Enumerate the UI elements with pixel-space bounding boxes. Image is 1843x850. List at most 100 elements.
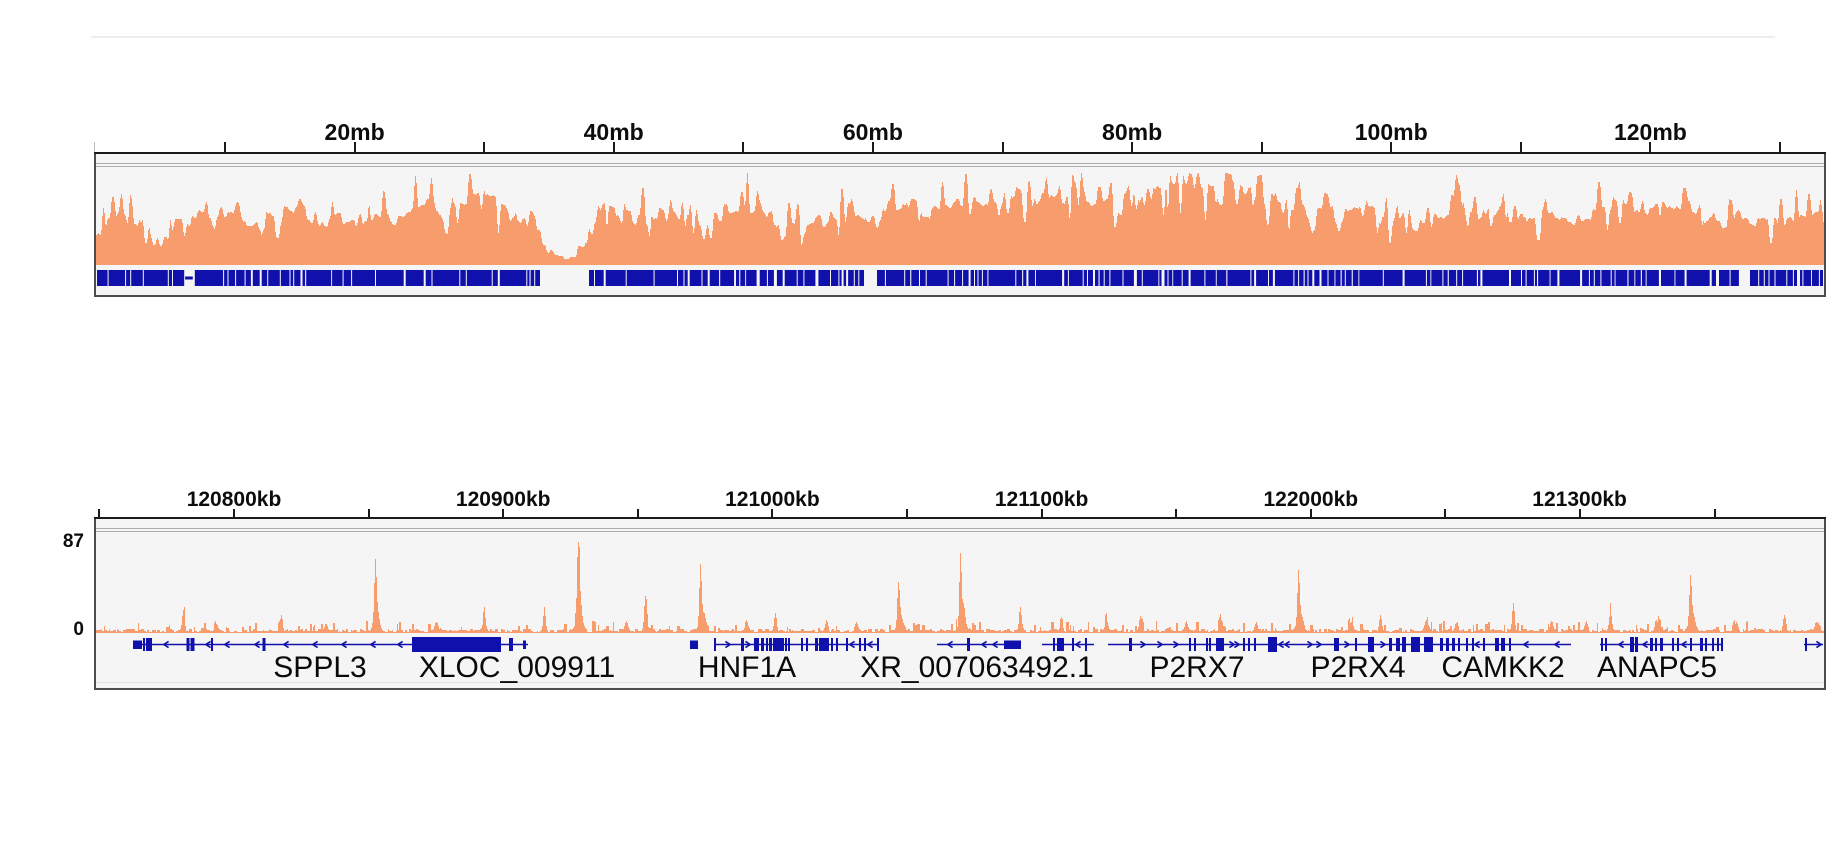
gene-density-segment — [767, 270, 774, 286]
gene-exon — [1655, 638, 1657, 651]
gene-density-segment — [1159, 270, 1162, 286]
gene-exon — [186, 638, 190, 651]
gene-exon — [1004, 640, 1021, 649]
detail-ruler-label-121300kb: 121300kb — [1532, 488, 1627, 511]
gene-density-segment — [1099, 270, 1104, 286]
gene-density-segment — [1294, 270, 1299, 286]
gene-density-segment — [1534, 270, 1537, 286]
gene-density-segment — [1775, 270, 1787, 286]
detail-ruler-tick — [98, 509, 101, 517]
gene-exon — [1605, 638, 1607, 651]
overview-ruler-tick — [224, 142, 226, 152]
detail-ruler-label-122000kb: 122000kb — [1263, 488, 1359, 511]
gene-density-segment — [261, 270, 268, 286]
gene-density-segment — [702, 270, 708, 286]
overview-ruler-label-120mb: 120mb — [1613, 119, 1687, 145]
detail-panel[interactable]: SPPL3 XLOC_009911 HNF1A XR_007063492.1 P2RX7… — [94, 519, 1826, 690]
overview-panel[interactable] — [94, 154, 1826, 297]
gene-exon — [1700, 638, 1703, 651]
gene-exon — [133, 640, 142, 649]
gene-exon — [1424, 637, 1433, 652]
gene-density-segment — [1328, 270, 1335, 286]
gene-strand-arrow — [991, 640, 999, 649]
gene-density-segment — [1359, 270, 1383, 286]
gene-exon — [769, 638, 772, 651]
gene-intron-line — [1400, 643, 1571, 646]
gene-exon — [1222, 638, 1224, 651]
gene-strand-arrow — [724, 640, 732, 649]
gene-exon — [146, 638, 152, 651]
gene-density-segment — [1764, 270, 1769, 286]
detail-tracks-canvas[interactable] — [96, 519, 1824, 688]
track-separator-line — [96, 531, 1824, 532]
gene-density-segment — [776, 270, 783, 286]
gene-density-segment — [1095, 270, 1099, 286]
gene-label-P2RX7: P2RX7 — [1149, 651, 1245, 684]
gene-density-segment — [1345, 270, 1352, 286]
overview-ruler-tick — [1260, 142, 1263, 152]
gene-exon — [509, 638, 513, 651]
gene-intron-line — [1108, 643, 1302, 646]
gene-density-segment — [302, 270, 306, 286]
gene-density-segment — [460, 270, 466, 286]
gene-density-segment — [245, 270, 251, 286]
gene-density-segment — [978, 270, 982, 286]
gene-density-segment — [332, 270, 343, 286]
gene-density-segment — [224, 270, 228, 286]
gene-density-segment — [1136, 270, 1142, 286]
gene-density-segment — [1711, 270, 1716, 286]
gene-density-segment — [1274, 270, 1294, 286]
gene-strand-arrow — [1306, 640, 1314, 649]
gene-exon — [1452, 638, 1455, 651]
gene-strand-arrow — [1343, 640, 1351, 649]
track-separator-line — [96, 528, 1824, 529]
gene-density-segment — [228, 270, 236, 286]
gene-density-segment — [626, 270, 654, 286]
gene-exon — [1712, 638, 1714, 651]
gene-strand-arrow — [1815, 640, 1823, 649]
gene-density-segment — [1646, 270, 1659, 286]
gene-density-segment — [1205, 270, 1216, 286]
overview-ruler-label-60mb: 60mb — [842, 119, 903, 145]
gene-density-segment — [970, 270, 974, 286]
gene-density-segment — [854, 270, 859, 286]
gene-density-segment — [252, 270, 260, 286]
gene-density-segment — [1035, 270, 1063, 286]
gene-strand-arrow — [866, 640, 874, 649]
gene-exon — [801, 638, 803, 651]
gene-label-XR_007063492.1: XR_007063492.1 — [860, 651, 1094, 684]
gene-density-segment — [492, 270, 498, 286]
gene-density-segment — [97, 270, 108, 286]
gene-exon — [1717, 638, 1719, 651]
gene-density-segment — [1173, 270, 1182, 286]
gene-strand-arrow — [1283, 640, 1291, 649]
gene-strand-arrow — [1074, 640, 1082, 649]
gene-exon — [1705, 638, 1707, 651]
gene-density-segment — [527, 270, 530, 286]
gene-exon — [1690, 638, 1692, 651]
gene-exon — [190, 638, 195, 651]
gene-density-segment — [720, 270, 735, 286]
gene-strand-arrow — [946, 640, 954, 649]
gene-density-segment — [877, 270, 885, 286]
gene-label-ANAPC5: ANAPC5 — [1596, 651, 1718, 684]
gene-exon — [1209, 638, 1211, 651]
gene-density-segment — [1142, 270, 1159, 286]
overview-ruler-label-80mb: 80mb — [1102, 119, 1163, 145]
detail-ruler-tick — [1175, 509, 1178, 517]
gene-density-segment — [1216, 270, 1227, 286]
gene-density-segment — [1164, 270, 1168, 286]
gene-exon — [1650, 638, 1653, 651]
gene-density-segment — [535, 270, 540, 286]
gene-density-segment — [859, 270, 864, 286]
gene-density-segment — [1661, 270, 1675, 286]
gene-exon — [864, 638, 866, 651]
overview-ruler-tick — [1649, 142, 1652, 152]
overview-tracks-canvas[interactable] — [96, 154, 1824, 295]
overview-ruler-tick — [94, 142, 95, 152]
gene-strand-arrow — [1522, 640, 1530, 649]
gene-exon — [1805, 638, 1807, 651]
gene-density-segment — [963, 270, 969, 286]
gene-density-segment — [131, 270, 143, 286]
gene-density-segment — [1550, 270, 1558, 286]
